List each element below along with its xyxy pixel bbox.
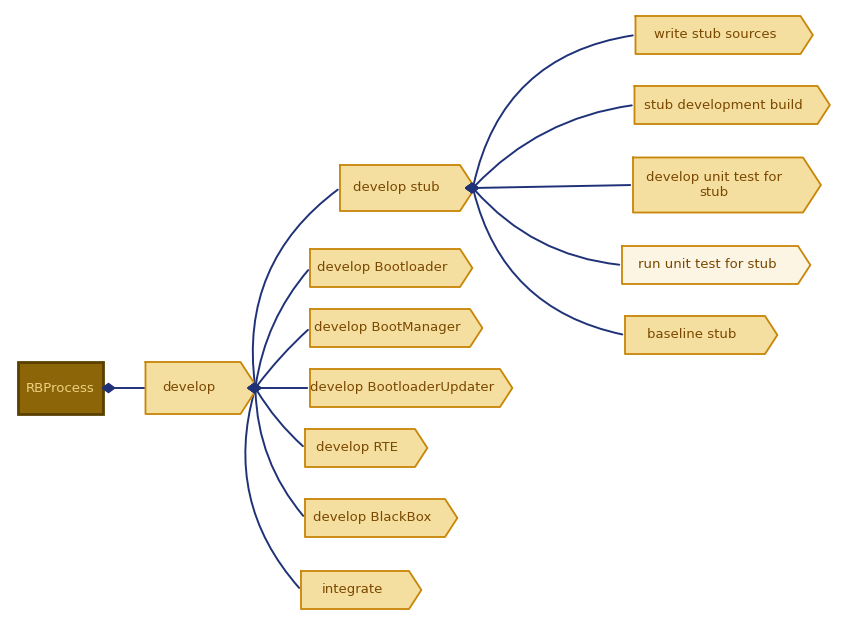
Polygon shape [310, 249, 472, 287]
Text: develop BootloaderUpdater: develop BootloaderUpdater [310, 381, 494, 395]
Polygon shape [340, 165, 475, 211]
Polygon shape [248, 383, 261, 392]
Bar [18, 362, 103, 414]
Text: develop unit test for
stub: develop unit test for stub [646, 171, 781, 199]
Polygon shape [248, 383, 261, 392]
Polygon shape [466, 183, 478, 192]
Text: stub development build: stub development build [643, 98, 802, 111]
Polygon shape [310, 369, 512, 407]
Text: integrate: integrate [322, 583, 382, 597]
Polygon shape [633, 158, 821, 212]
Polygon shape [305, 429, 428, 467]
Text: develop Bootloader: develop Bootloader [317, 262, 447, 275]
Polygon shape [248, 383, 261, 392]
Polygon shape [625, 316, 777, 354]
Polygon shape [146, 362, 258, 414]
Polygon shape [466, 183, 478, 192]
Text: write stub sources: write stub sources [653, 28, 776, 42]
Text: develop stub: develop stub [353, 181, 440, 194]
Polygon shape [466, 183, 478, 192]
Polygon shape [635, 86, 830, 124]
Polygon shape [466, 183, 478, 192]
Polygon shape [102, 383, 115, 392]
Polygon shape [248, 383, 261, 392]
Text: run unit test for stub: run unit test for stub [637, 258, 776, 271]
Text: develop RTE: develop RTE [316, 442, 398, 455]
Text: develop BootManager: develop BootManager [314, 322, 461, 334]
Text: develop BlackBox: develop BlackBox [312, 511, 431, 525]
Polygon shape [248, 383, 261, 392]
Polygon shape [466, 183, 478, 192]
Polygon shape [301, 571, 421, 609]
Text: develop: develop [163, 381, 216, 395]
Polygon shape [248, 383, 261, 392]
Polygon shape [622, 246, 810, 284]
Polygon shape [310, 309, 482, 347]
Text: RBProcess: RBProcess [25, 381, 94, 395]
Polygon shape [636, 16, 813, 54]
Text: baseline stub: baseline stub [647, 329, 737, 341]
Polygon shape [305, 499, 457, 537]
Polygon shape [248, 383, 261, 392]
